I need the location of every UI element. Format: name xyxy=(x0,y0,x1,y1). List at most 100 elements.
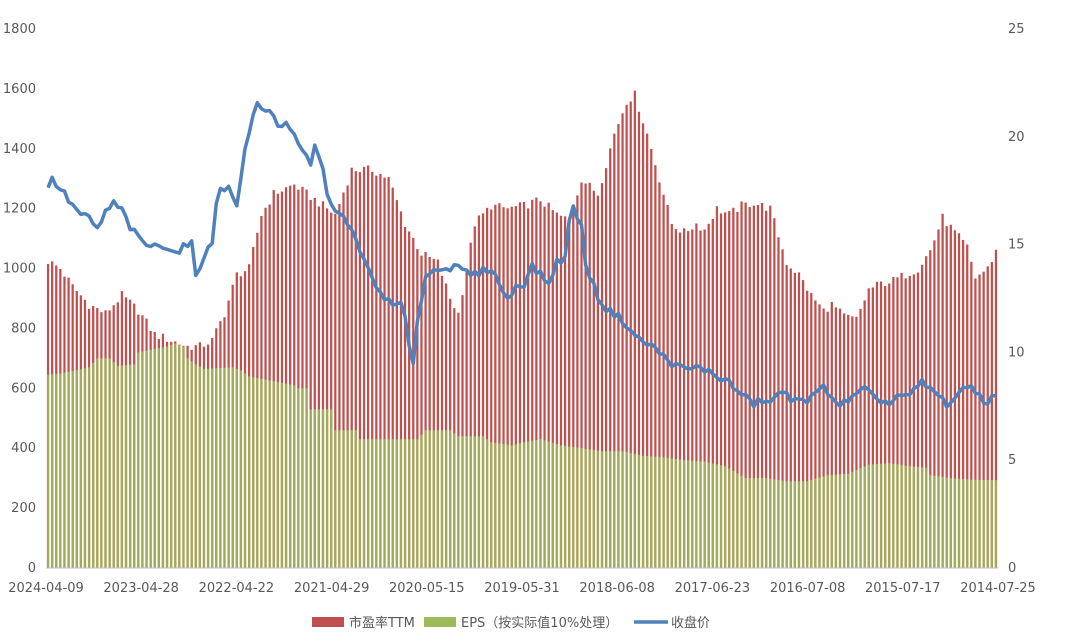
pe-bar xyxy=(851,316,854,568)
eps-bar xyxy=(547,441,550,568)
eps-bar xyxy=(527,441,530,568)
eps-bar xyxy=(522,442,526,568)
pe-bar xyxy=(867,288,870,568)
pe-bar xyxy=(641,123,645,568)
eps-bar xyxy=(937,476,940,568)
eps-bar xyxy=(461,436,464,568)
eps-bar xyxy=(428,430,431,568)
pe-bar xyxy=(522,201,526,568)
pe-bar xyxy=(572,208,575,568)
pe-bar xyxy=(715,206,719,568)
eps-bar xyxy=(535,439,538,568)
eps-bar xyxy=(412,439,415,568)
y-right-tick-label: 0 xyxy=(1008,561,1016,576)
eps-bar xyxy=(375,439,378,568)
eps-bar xyxy=(707,462,710,568)
eps-bar xyxy=(646,456,649,568)
eps-bar xyxy=(892,463,895,568)
pe-bar xyxy=(362,166,366,568)
y-right-tick-label: 25 xyxy=(1008,22,1025,37)
pe-bar xyxy=(436,259,440,568)
eps-bar xyxy=(190,361,193,568)
pe-bar xyxy=(666,204,669,568)
y-left-tick-label: 400 xyxy=(11,441,36,456)
pe-bar xyxy=(859,308,862,568)
pe-bar xyxy=(379,173,382,568)
eps-bar xyxy=(383,439,386,568)
pe-bar xyxy=(358,172,362,569)
eps-bar xyxy=(826,475,829,568)
eps-bar xyxy=(301,388,304,568)
pe-bar xyxy=(325,208,329,568)
eps-bar xyxy=(920,467,924,568)
pe-bar xyxy=(929,250,932,568)
pe-bar xyxy=(596,195,600,569)
pe-bar xyxy=(313,197,316,568)
eps-bar xyxy=(120,365,124,568)
pe-bar xyxy=(777,237,780,568)
eps-bar xyxy=(933,475,936,568)
eps-bar xyxy=(243,373,247,568)
eps-bar xyxy=(637,454,641,568)
eps-bar xyxy=(477,436,481,568)
eps-bar xyxy=(814,478,817,568)
eps-bar xyxy=(765,478,768,568)
pe-bar xyxy=(678,232,682,568)
pe-bar xyxy=(621,113,624,568)
pe-bar xyxy=(904,278,907,568)
eps-bar xyxy=(223,367,226,568)
eps-bar xyxy=(350,430,353,568)
pe-bar xyxy=(555,212,559,568)
eps-bar xyxy=(781,480,784,568)
eps-bar xyxy=(506,444,509,568)
eps-bar xyxy=(334,430,337,568)
pe-bar xyxy=(863,300,866,568)
eps-bar xyxy=(133,364,136,568)
eps-bar xyxy=(687,460,690,568)
y-left-tick-label: 1800 xyxy=(3,22,36,37)
pe-bar xyxy=(617,124,620,569)
pe-bar xyxy=(994,249,998,568)
eps-bar xyxy=(481,436,485,568)
pe-bar xyxy=(568,219,571,568)
pe-bar xyxy=(506,208,509,569)
pe-bar xyxy=(490,209,493,568)
eps-bar xyxy=(896,464,899,568)
eps-bar xyxy=(112,362,115,568)
pe-bar xyxy=(838,308,842,568)
legend-label: EPS（按实际值10%处理） xyxy=(461,615,618,631)
eps-bar xyxy=(625,452,628,568)
y-left-tick-label: 800 xyxy=(11,321,36,336)
eps-bar xyxy=(128,364,132,568)
eps-bar xyxy=(124,365,128,568)
eps-bar xyxy=(793,481,797,568)
pe-bar xyxy=(633,90,636,569)
pe-bar xyxy=(330,212,333,568)
pe-bar xyxy=(604,168,608,568)
eps-bar xyxy=(670,458,673,568)
pe-bar xyxy=(728,211,731,569)
pe-bar xyxy=(613,133,616,568)
pe-bar xyxy=(707,223,710,569)
eps-bar xyxy=(760,478,764,568)
eps-bar xyxy=(137,352,140,568)
pe-bar xyxy=(978,274,981,568)
pe-bar xyxy=(826,311,829,568)
pe-bar xyxy=(892,276,895,568)
pe-bar xyxy=(412,237,415,568)
eps-bar xyxy=(490,442,493,568)
eps-bar xyxy=(604,451,608,568)
eps-bar xyxy=(391,439,394,568)
pe-bar xyxy=(662,194,665,569)
eps-bar xyxy=(576,447,579,568)
eps-bar xyxy=(284,383,288,568)
pe-bar xyxy=(879,281,883,568)
y-left-tick-label: 1600 xyxy=(3,82,36,97)
pe-bar xyxy=(625,104,628,569)
eps-bar xyxy=(170,344,173,568)
pe-bar xyxy=(420,255,423,568)
eps-bar xyxy=(818,477,821,568)
eps-bar xyxy=(884,463,887,568)
y-left-tick-label: 200 xyxy=(11,501,36,516)
